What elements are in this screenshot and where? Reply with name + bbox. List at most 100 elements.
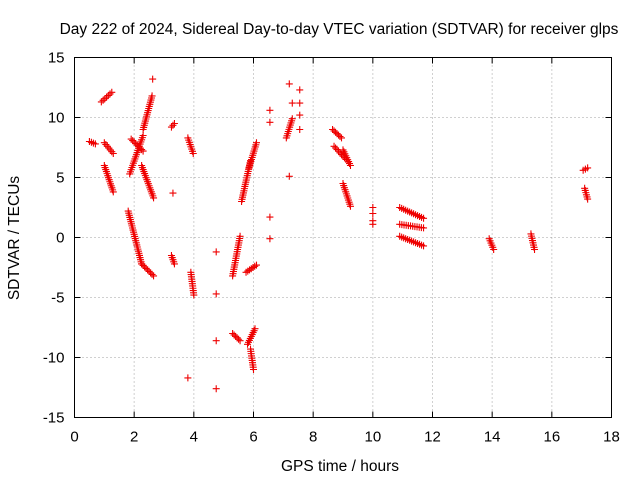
data-point [285,172,293,180]
data-point [129,137,137,145]
grid-lines [74,57,612,418]
data-point [252,139,260,147]
data-point [288,99,296,107]
x-tick-label: 16 [543,429,560,446]
data-point [106,90,114,98]
data-point [148,270,156,278]
data-point [251,262,259,270]
data-point [250,366,257,373]
data-point [104,92,112,99]
data-point [147,269,155,277]
data-point [133,141,141,149]
data-point [420,214,428,222]
data-point [150,194,158,202]
data-point [235,335,243,343]
data-point [91,140,99,148]
x-tick-label: 14 [484,429,501,446]
data-point [333,146,341,154]
data-point [141,263,149,271]
y-tick-label: 15 [48,50,65,67]
y-tick-label: -15 [43,410,65,427]
data-point [139,147,147,155]
data-point [138,260,146,268]
data-point [296,86,304,94]
data-point [288,115,296,123]
data-points [85,75,592,393]
data-point [584,195,592,203]
data-point [332,144,340,152]
data-point [584,164,592,172]
x-tick-label: 12 [424,429,441,446]
data-point [252,261,260,269]
data-point [190,291,198,299]
data-point [531,246,539,253]
data-point [336,133,344,140]
chart-title: Day 222 of 2024, Sidereal Day-to-day VTE… [60,21,619,38]
data-point [142,264,150,272]
data-point [336,149,344,157]
data-point [109,150,117,157]
data-point [144,266,152,274]
data-point [127,135,135,143]
data-point [138,146,146,154]
y-tick-label: -5 [51,290,64,307]
y-axis-label: SDTVAR / TECUs [6,176,23,301]
data-point [108,88,116,96]
y-tick-label: -10 [43,350,65,367]
data-point [236,337,244,345]
y-tick-label: 5 [56,170,64,187]
data-point [212,337,220,345]
y-tick-label: 10 [48,110,65,127]
data-point [369,220,377,228]
y-tick-label: 0 [56,230,64,247]
data-point [296,126,304,133]
data-point [330,142,338,150]
plot-frame [74,57,612,418]
data-point [338,134,346,142]
data-point [170,120,178,127]
data-point [420,242,428,250]
data-point [170,260,178,268]
data-point [212,248,220,256]
data-point [296,99,304,107]
data-point [346,162,354,169]
x-axis-tick-labels: 0 2 4 6 8 10 12 14 16 18 [70,429,620,446]
y-axis-tick-labels: -15 -10 -5 0 5 10 15 [43,50,65,427]
data-point [99,96,107,104]
data-point [212,290,220,298]
data-point [296,111,304,119]
data-point [149,75,157,83]
data-point [132,140,140,148]
data-point [266,106,274,114]
data-point [150,272,158,280]
x-axis-label: GPS time / hours [281,458,399,475]
data-point [369,204,377,211]
x-tick-label: 10 [364,429,381,446]
data-point [169,189,177,197]
data-point [101,95,109,103]
data-point [184,374,192,382]
data-point [139,132,147,139]
x-tick-label: 18 [603,429,620,446]
data-point [236,232,244,240]
x-tick-label: 0 [70,429,78,446]
data-point [109,188,117,196]
data-point [420,224,428,232]
x-tick-label: 2 [130,429,138,446]
x-tick-label: 4 [190,429,198,446]
data-point [266,235,274,243]
data-point [97,98,105,106]
data-point [145,267,153,275]
data-point [103,93,111,101]
data-point [189,150,197,157]
data-point [139,261,147,269]
data-point [335,147,343,155]
data-point [130,138,138,146]
x-tick-label: 8 [309,429,317,446]
data-point [266,213,274,221]
data-point [169,121,177,129]
data-point [346,202,354,210]
data-point [136,144,144,152]
data-point [266,118,274,126]
